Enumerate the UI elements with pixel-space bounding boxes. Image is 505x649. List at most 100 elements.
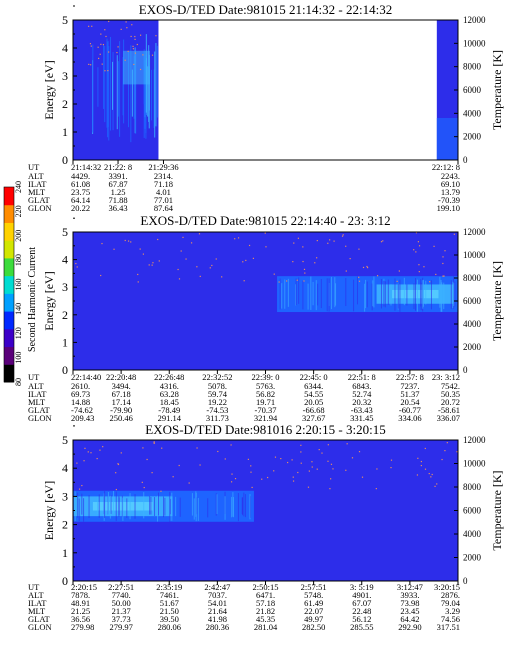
- noise-dot: [398, 270, 400, 272]
- noise-dot: [418, 271, 420, 273]
- ephemeris-value: -79.90: [110, 405, 132, 415]
- y2-axis-label: Temperature [K]: [490, 261, 504, 341]
- noise-dot: [418, 245, 421, 247]
- ephemeris-value: 69.73: [71, 389, 90, 399]
- ephemeris-value: 39.50: [160, 614, 179, 624]
- ephemeris-value: -70.39: [438, 195, 460, 205]
- noise-dot: [304, 272, 306, 274]
- y-tick-label: 2: [62, 97, 68, 111]
- ephemeris-value: 22:26:48: [154, 372, 184, 382]
- ephemeris-value: 21.64: [208, 606, 228, 616]
- y2-tick-label: 4000: [463, 319, 482, 329]
- ephemeris-value: -74.62: [71, 405, 93, 415]
- noise-dot: [250, 465, 252, 467]
- noise-dot: [108, 51, 110, 53]
- colorbar-tick-label: 220: [14, 205, 23, 217]
- colorbar-segment: [4, 240, 14, 259]
- y2-tick-label: 2000: [463, 132, 482, 142]
- ephemeris-row-label: GLAT: [28, 195, 51, 205]
- noise-dot: [267, 476, 269, 479]
- noise-dot: [120, 452, 122, 454]
- noise-dot: [131, 24, 133, 26]
- noise-dot: [188, 482, 190, 484]
- y-tick-label: 0: [62, 363, 68, 377]
- ephemeris-value: 3:20:15: [434, 582, 460, 592]
- noise-dot: [134, 52, 136, 54]
- noise-dot: [333, 240, 335, 242]
- noise-dot: [217, 450, 219, 453]
- noise-dot: [314, 262, 316, 264]
- ephemeris-value: 18.45: [160, 397, 179, 407]
- noise-dot: [115, 472, 117, 474]
- noise-dot: [97, 46, 99, 48]
- noise-dot: [221, 276, 223, 278]
- ephemeris-value: 22:20:48: [106, 372, 136, 382]
- ephemeris-value: 56.12: [352, 614, 371, 624]
- ephemeris-value: 64.14: [71, 195, 91, 205]
- noise-dot: [327, 444, 329, 446]
- noise-dot: [117, 463, 120, 466]
- noise-dot: [446, 442, 448, 444]
- noise-dot: [327, 460, 329, 462]
- noise-dot: [327, 242, 329, 244]
- ephemeris-value: 21.25: [71, 606, 90, 616]
- noise-dot: [358, 451, 361, 453]
- ephemeris-row-label: ALT: [28, 590, 45, 600]
- noise-dot: [158, 260, 160, 262]
- noise-dot: [151, 264, 153, 266]
- noise-dot: [108, 20, 110, 23]
- ephemeris-value: 20.72: [441, 397, 460, 407]
- ephemeris-value: 2314.: [154, 171, 173, 181]
- noise-dot: [292, 476, 294, 478]
- noise-dot: [234, 478, 237, 480]
- noise-dot: [76, 462, 78, 464]
- y-axis-label: Energy [eV]: [42, 271, 56, 330]
- noise-dot: [139, 68, 142, 71]
- ephemeris-value: -78.49: [158, 405, 180, 415]
- noise-dot: [431, 473, 433, 476]
- panel-2: [72, 217, 459, 374]
- ephemeris-value: 250.46: [109, 413, 132, 423]
- ephemeris-value: 2:42:47: [204, 582, 230, 592]
- ephemeris-value: 22:14:40: [71, 372, 101, 382]
- noise-dot: [136, 43, 138, 46]
- noise-dot: [273, 273, 275, 275]
- ephemeris-value: 54.55: [304, 389, 323, 399]
- noise-dot: [342, 234, 344, 236]
- y2-tick-label: 0: [463, 365, 468, 375]
- noise-dot: [137, 273, 139, 276]
- ephemeris-value: 5763.: [256, 381, 275, 391]
- colorbar-segment: [4, 346, 14, 365]
- noise-dot: [133, 63, 135, 66]
- colorbar-segment: [4, 187, 14, 206]
- ephemeris-value: 7237.: [400, 381, 419, 391]
- noise-dot: [180, 250, 182, 252]
- ephemeris-value: 2:57:51: [301, 582, 327, 592]
- ephemeris-value: -66.68: [303, 405, 325, 415]
- noise-dot: [424, 447, 426, 450]
- noise-dot: [376, 275, 379, 277]
- noise-dot: [366, 265, 368, 268]
- ephemeris-value: 22:39: 0: [251, 372, 279, 382]
- y2-axis-label: Temperature [K]: [490, 470, 504, 550]
- noise-dot: [300, 444, 302, 446]
- noise-dot: [316, 257, 318, 259]
- ephemeris-value: 317.51: [437, 622, 460, 632]
- noise-dot: [415, 251, 417, 253]
- noise-dot: [100, 43, 102, 45]
- ephemeris-value: 67.07: [352, 598, 371, 608]
- noise-dot: [358, 276, 360, 278]
- ephemeris-row-label: GLAT: [28, 614, 51, 624]
- noise-dot: [151, 54, 154, 56]
- ephemeris-value: 73.98: [400, 598, 419, 608]
- noise-dot: [456, 451, 458, 453]
- ephemeris-value: 280.06: [158, 622, 181, 632]
- y-tick-label: 3: [62, 489, 68, 503]
- noise-dot: [76, 266, 78, 268]
- noise-dot: [153, 441, 155, 443]
- noise-dot: [224, 458, 226, 460]
- ephemeris-value: 3933.: [400, 590, 419, 600]
- ephemeris-value: 13.79: [441, 187, 460, 197]
- ephemeris-value: 2:27:51: [108, 582, 134, 592]
- y2-tick-label: 6000: [463, 296, 482, 306]
